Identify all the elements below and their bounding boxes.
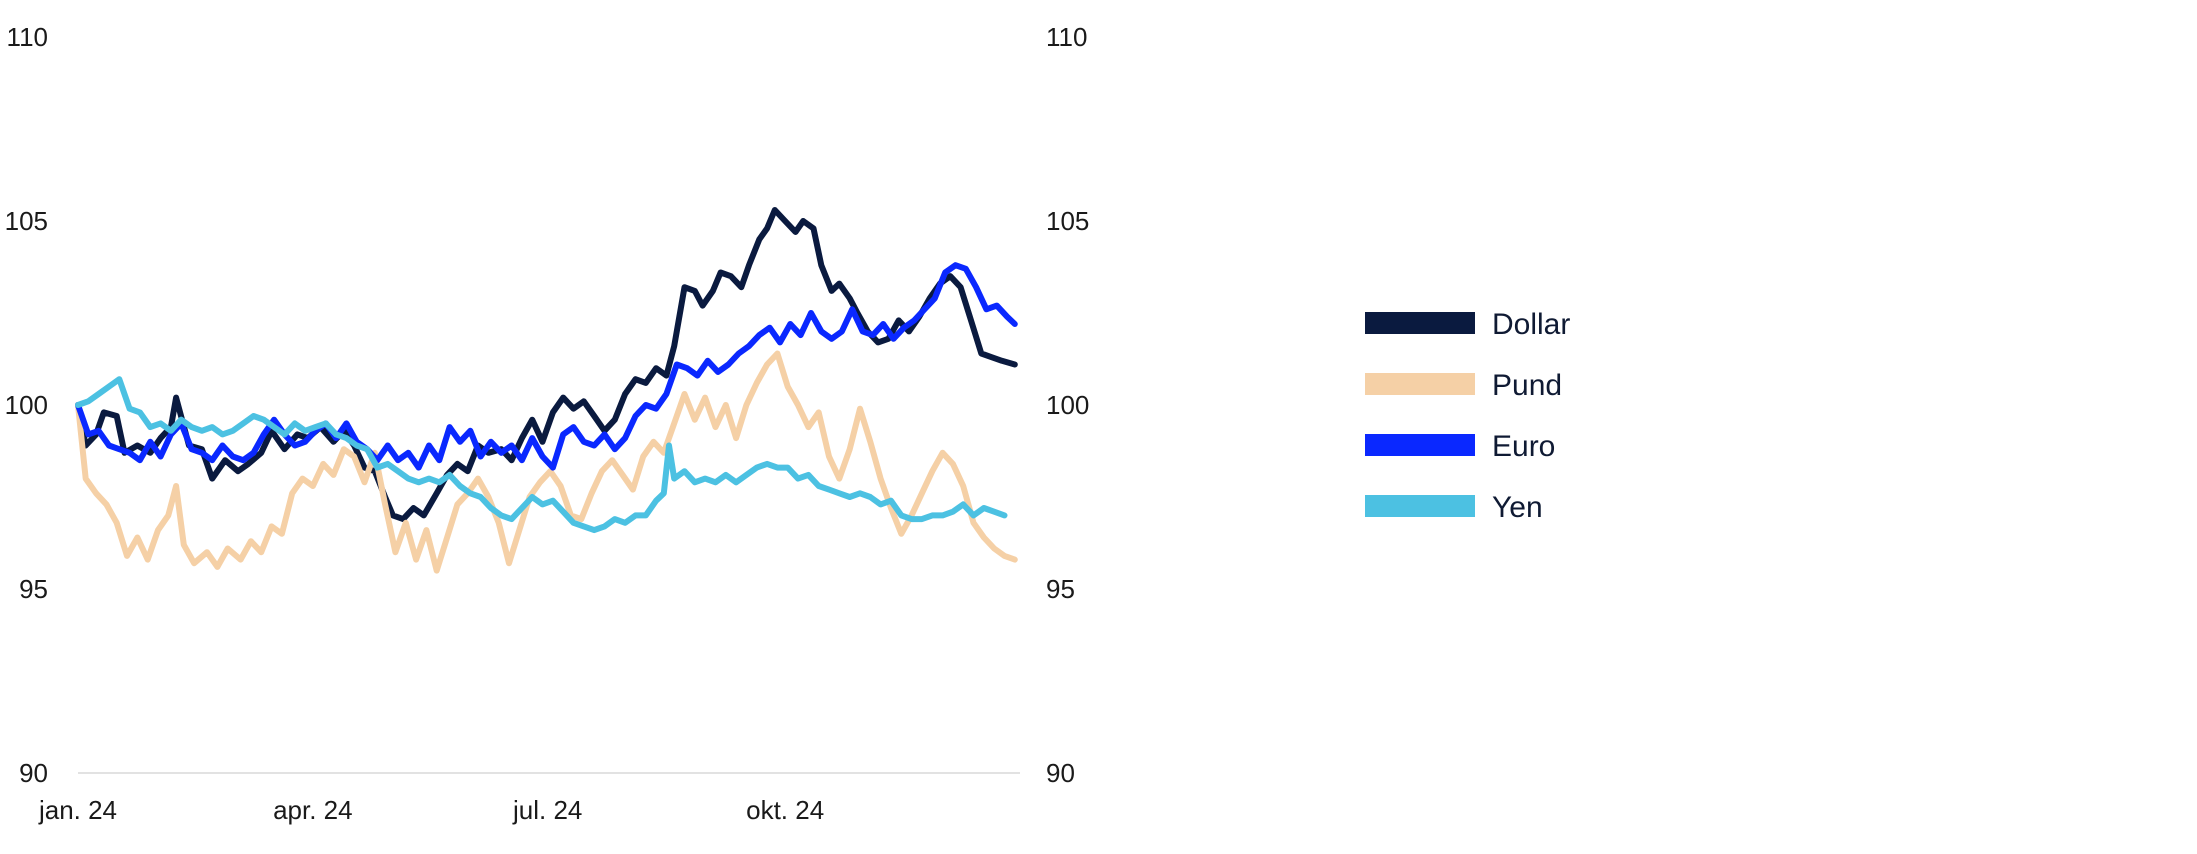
y-tick-label-left: 100 bbox=[5, 390, 48, 420]
legend: Dollar Pund Euro Yen bbox=[1365, 308, 1570, 524]
y-axis-left: 90 95 100 105 110 bbox=[5, 22, 48, 788]
x-tick-label: jul. 24 bbox=[512, 795, 582, 825]
y-tick-label-right: 100 bbox=[1046, 390, 1089, 420]
legend-swatch-yen bbox=[1365, 495, 1475, 517]
y-axis-right: 90 95 100 105 110 bbox=[1046, 22, 1089, 788]
legend-label-yen: Yen bbox=[1492, 491, 1543, 524]
x-tick-label: jan. 24 bbox=[38, 795, 117, 825]
series-layer bbox=[75, 207, 1018, 574]
legend-label-dollar: Dollar bbox=[1492, 308, 1570, 341]
y-tick-label-right: 90 bbox=[1046, 758, 1075, 788]
y-tick-label-left: 90 bbox=[19, 758, 48, 788]
series-line-pund bbox=[75, 350, 1018, 574]
x-tick-label: okt. 24 bbox=[746, 795, 824, 825]
y-tick-label-right: 95 bbox=[1046, 574, 1075, 604]
legend-swatch-dollar bbox=[1365, 312, 1475, 334]
series-line-yen bbox=[75, 376, 1008, 534]
y-tick-label-left: 105 bbox=[5, 206, 48, 236]
series-line-dollar bbox=[75, 207, 1018, 523]
y-tick-label-left: 110 bbox=[7, 22, 48, 52]
legend-swatch-pund bbox=[1365, 373, 1475, 395]
y-tick-label-right: 110 bbox=[1046, 22, 1087, 52]
x-tick-label: apr. 24 bbox=[273, 795, 353, 825]
legend-swatch-euro bbox=[1365, 434, 1475, 456]
y-tick-label-right: 105 bbox=[1046, 206, 1089, 236]
x-axis: jan. 24 apr. 24 jul. 24 okt. 24 bbox=[38, 772, 1020, 825]
legend-label-pund: Pund bbox=[1492, 369, 1562, 402]
legend-label-euro: Euro bbox=[1492, 430, 1555, 463]
y-tick-label-left: 95 bbox=[19, 574, 48, 604]
series-line-euro bbox=[75, 262, 1018, 471]
